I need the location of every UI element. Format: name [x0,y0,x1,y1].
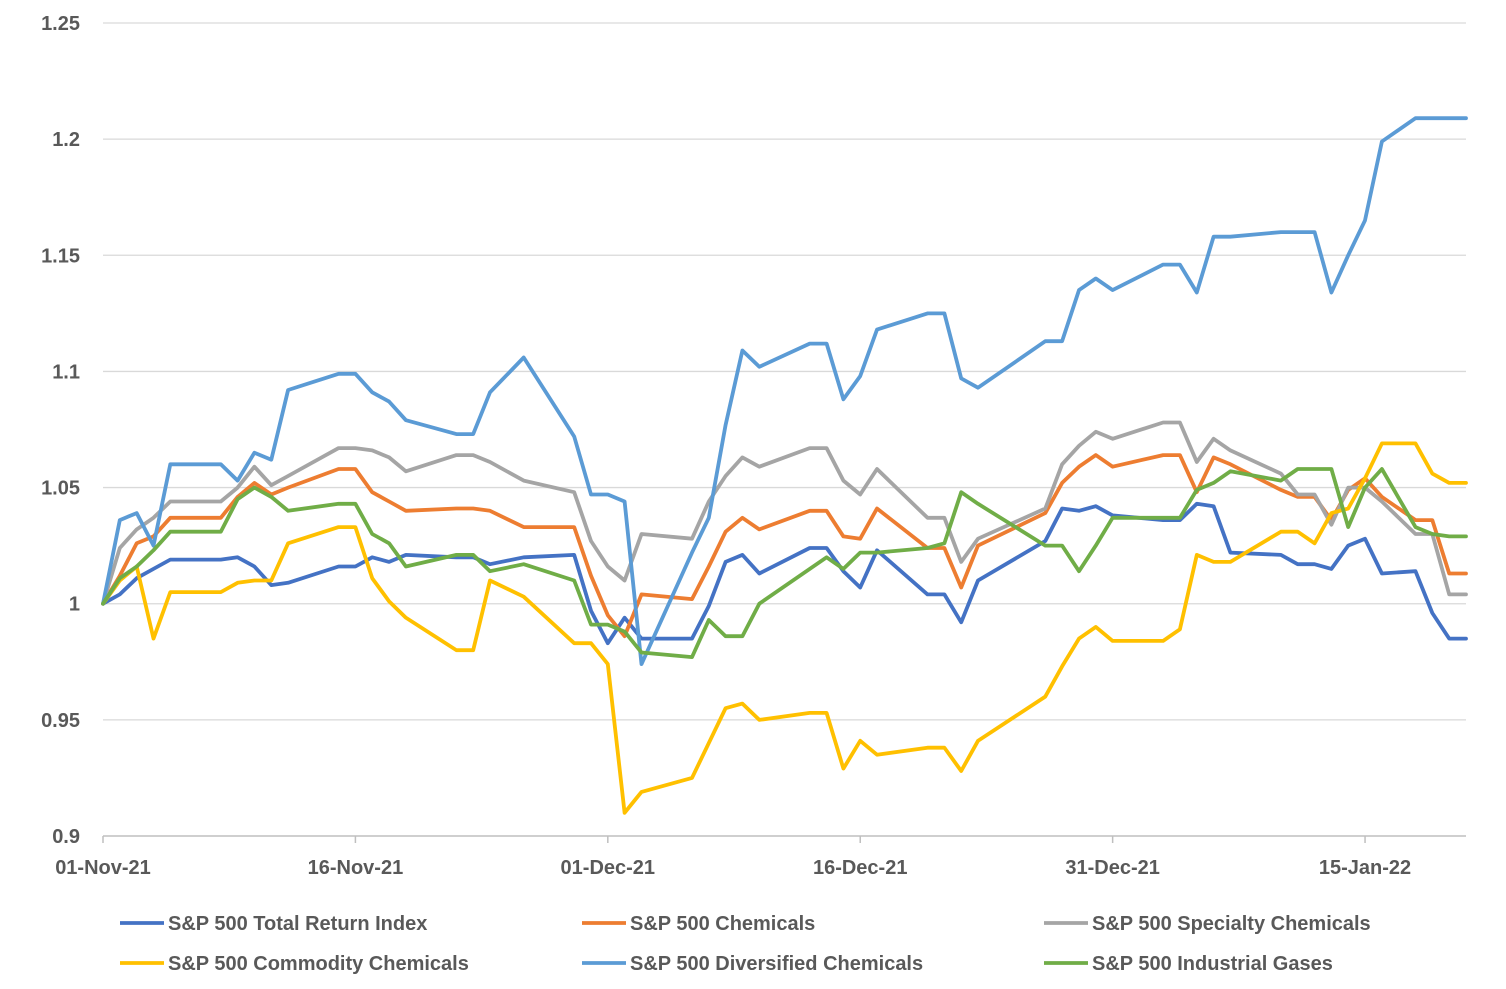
series-line-6 [101,467,1468,659]
y-tick-label: 1.2 [52,129,80,151]
x-tick-label: 16-Nov-21 [308,857,404,879]
legend-label: S&P 500 Diversified Chemicals [630,953,923,975]
y-tick-label: 0.9 [52,826,80,848]
x-tick-label: 01-Nov-21 [55,857,151,879]
y-tick-label: 1 [69,594,80,616]
x-tick-label: 16-Dec-21 [813,857,908,879]
legend-label: S&P 500 Industrial Gases [1092,953,1333,975]
legend-label: S&P 500 Chemicals [630,913,815,935]
y-tick-label: 1.15 [41,245,80,267]
series-line-3 [101,420,1468,606]
legend-label: S&P 500 Specialty Chemicals [1092,913,1371,935]
series-lines [101,116,1468,815]
legend-label: S&P 500 Total Return Index [168,913,427,935]
x-tick-label: 31-Dec-21 [1065,857,1160,879]
x-tick-label: 15-Jan-22 [1319,857,1411,879]
axes: 0.9 0.95 1 1.05 1.1 1.15 1.2 1.25 01-Nov-21 16-No… [41,13,1466,879]
y-tick-label: 1.05 [41,478,80,500]
series-line-1 [101,501,1468,646]
y-tick-label: 1.25 [41,13,80,35]
series-line-2 [101,453,1468,639]
y-tick-label: 0.95 [41,710,80,732]
y-tick-label: 1.1 [52,361,80,383]
gridlines [103,22,1466,721]
legend-label: S&P 500 Commodity Chemicals [168,953,469,975]
series-line-5 [101,116,1468,666]
series-line-4 [101,441,1468,815]
x-tick-label: 01-Dec-21 [561,857,656,879]
legend: S&P 500 Total Return Index S&P 500 Chemic… [120,913,1371,975]
